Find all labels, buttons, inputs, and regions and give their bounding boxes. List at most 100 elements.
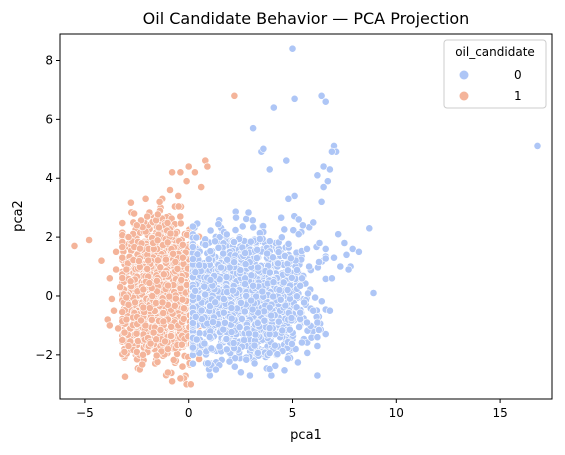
scatter-point-series-0 bbox=[275, 249, 282, 256]
scatter-point-series-1 bbox=[180, 315, 187, 322]
scatter-point-series-0 bbox=[283, 157, 290, 164]
scatter-point-series-0 bbox=[246, 372, 253, 379]
scatter-point-series-0 bbox=[303, 319, 310, 326]
scatter-point-series-0 bbox=[212, 366, 219, 373]
scatter-point-series-0 bbox=[223, 346, 230, 353]
scatter-point-series-0 bbox=[189, 256, 196, 263]
scatter-point-series-0 bbox=[293, 266, 300, 273]
scatter-point-series-0 bbox=[345, 266, 352, 273]
scatter-point-series-1 bbox=[144, 213, 151, 220]
y-tick-label: 8 bbox=[45, 53, 53, 67]
scatter-point-series-0 bbox=[304, 290, 311, 297]
scatter-point-series-0 bbox=[205, 256, 212, 263]
scatter-point-series-1 bbox=[164, 369, 171, 376]
scatter-point-series-1 bbox=[144, 265, 151, 272]
scatter-point-series-1 bbox=[180, 305, 187, 312]
scatter-point-series-1 bbox=[169, 378, 176, 385]
legend-marker-1 bbox=[460, 92, 469, 101]
scatter-point-series-0 bbox=[270, 279, 277, 286]
scatter-point-series-0 bbox=[284, 355, 291, 362]
scatter-point-series-0 bbox=[310, 307, 317, 314]
scatter-point-series-1 bbox=[154, 257, 161, 264]
y-tick-label: 2 bbox=[45, 230, 53, 244]
scatter-point-series-1 bbox=[154, 211, 161, 218]
scatter-point-series-0 bbox=[294, 359, 301, 366]
scatter-point-series-0 bbox=[266, 166, 273, 173]
scatter-point-series-1 bbox=[86, 236, 93, 243]
scatter-point-series-0 bbox=[250, 224, 257, 231]
scatter-point-series-0 bbox=[245, 209, 252, 216]
scatter-point-series-1 bbox=[125, 342, 132, 349]
scatter-point-series-0 bbox=[241, 281, 248, 288]
scatter-point-series-0 bbox=[220, 326, 227, 333]
scatter-point-series-1 bbox=[119, 220, 126, 227]
scatter-point-series-0 bbox=[239, 223, 246, 230]
scatter-point-series-0 bbox=[298, 275, 305, 282]
scatter-point-series-1 bbox=[164, 282, 171, 289]
scatter-point-series-0 bbox=[303, 245, 310, 252]
scatter-point-series-0 bbox=[202, 241, 209, 248]
scatter-point-series-1 bbox=[157, 326, 164, 333]
scatter-point-series-0 bbox=[189, 223, 196, 230]
scatter-point-series-0 bbox=[314, 334, 321, 341]
scatter-point-series-0 bbox=[249, 217, 256, 224]
scatter-point-series-1 bbox=[113, 266, 120, 273]
scatter-point-series-1 bbox=[177, 213, 184, 220]
scatter-point-series-1 bbox=[164, 239, 171, 246]
x-tick-label: 10 bbox=[389, 406, 404, 420]
scatter-point-series-1 bbox=[161, 338, 168, 345]
scatter-point-series-0 bbox=[204, 360, 211, 367]
scatter-point-series-0 bbox=[355, 248, 362, 255]
legend-marker-0 bbox=[460, 71, 469, 80]
scatter-point-series-1 bbox=[146, 280, 153, 287]
scatter-point-series-0 bbox=[288, 340, 295, 347]
scatter-point-series-0 bbox=[249, 306, 256, 313]
scatter-point-series-0 bbox=[206, 333, 213, 340]
scatter-point-series-0 bbox=[201, 340, 208, 347]
scatter-point-series-0 bbox=[236, 324, 243, 331]
scatter-point-series-1 bbox=[159, 299, 166, 306]
scatter-point-series-0 bbox=[212, 299, 219, 306]
scatter-point-series-1 bbox=[139, 361, 146, 368]
scatter-point-series-1 bbox=[179, 241, 186, 248]
scatter-point-series-0 bbox=[230, 239, 237, 246]
scatter-point-series-1 bbox=[175, 192, 182, 199]
scatter-point-series-0 bbox=[310, 219, 317, 226]
scatter-point-series-0 bbox=[189, 360, 196, 367]
scatter-point-series-1 bbox=[149, 293, 156, 300]
scatter-point-series-1 bbox=[177, 375, 184, 382]
scatter-point-series-0 bbox=[251, 342, 258, 349]
scatter-point-series-0 bbox=[223, 231, 230, 238]
scatter-point-series-0 bbox=[215, 244, 222, 251]
scatter-point-series-0 bbox=[223, 273, 230, 280]
scatter-point-series-0 bbox=[275, 318, 282, 325]
scatter-point-series-0 bbox=[241, 308, 248, 315]
scatter-point-series-0 bbox=[281, 367, 288, 374]
scatter-point-series-1 bbox=[146, 305, 153, 312]
scatter-point-series-1 bbox=[119, 254, 126, 261]
scatter-point-series-1 bbox=[164, 219, 171, 226]
scatter-point-series-0 bbox=[314, 172, 321, 179]
scatter-point-series-1 bbox=[166, 293, 173, 300]
scatter-point-series-0 bbox=[289, 45, 296, 52]
scatter-point-series-0 bbox=[252, 331, 259, 338]
scatter-point-series-0 bbox=[314, 319, 321, 326]
scatter-point-series-0 bbox=[322, 255, 329, 262]
scatter-point-series-0 bbox=[238, 315, 245, 322]
scatter-point-series-1 bbox=[174, 265, 181, 272]
scatter-point-series-0 bbox=[322, 245, 329, 252]
scatter-point-series-1 bbox=[178, 341, 185, 348]
y-tick-label: 4 bbox=[45, 171, 53, 185]
scatter-point-series-0 bbox=[220, 309, 227, 316]
scatter-point-series-1 bbox=[119, 274, 126, 281]
scatter-point-series-0 bbox=[237, 369, 244, 376]
scatter-point-series-1 bbox=[185, 163, 192, 170]
scatter-point-series-1 bbox=[191, 169, 198, 176]
scatter-point-series-1 bbox=[204, 163, 211, 170]
scatter-point-series-0 bbox=[261, 317, 268, 324]
scatter-point-series-0 bbox=[266, 324, 273, 331]
scatter-point-series-0 bbox=[278, 234, 285, 241]
scatter-point-series-0 bbox=[314, 342, 321, 349]
scatter-point-series-0 bbox=[281, 226, 288, 233]
